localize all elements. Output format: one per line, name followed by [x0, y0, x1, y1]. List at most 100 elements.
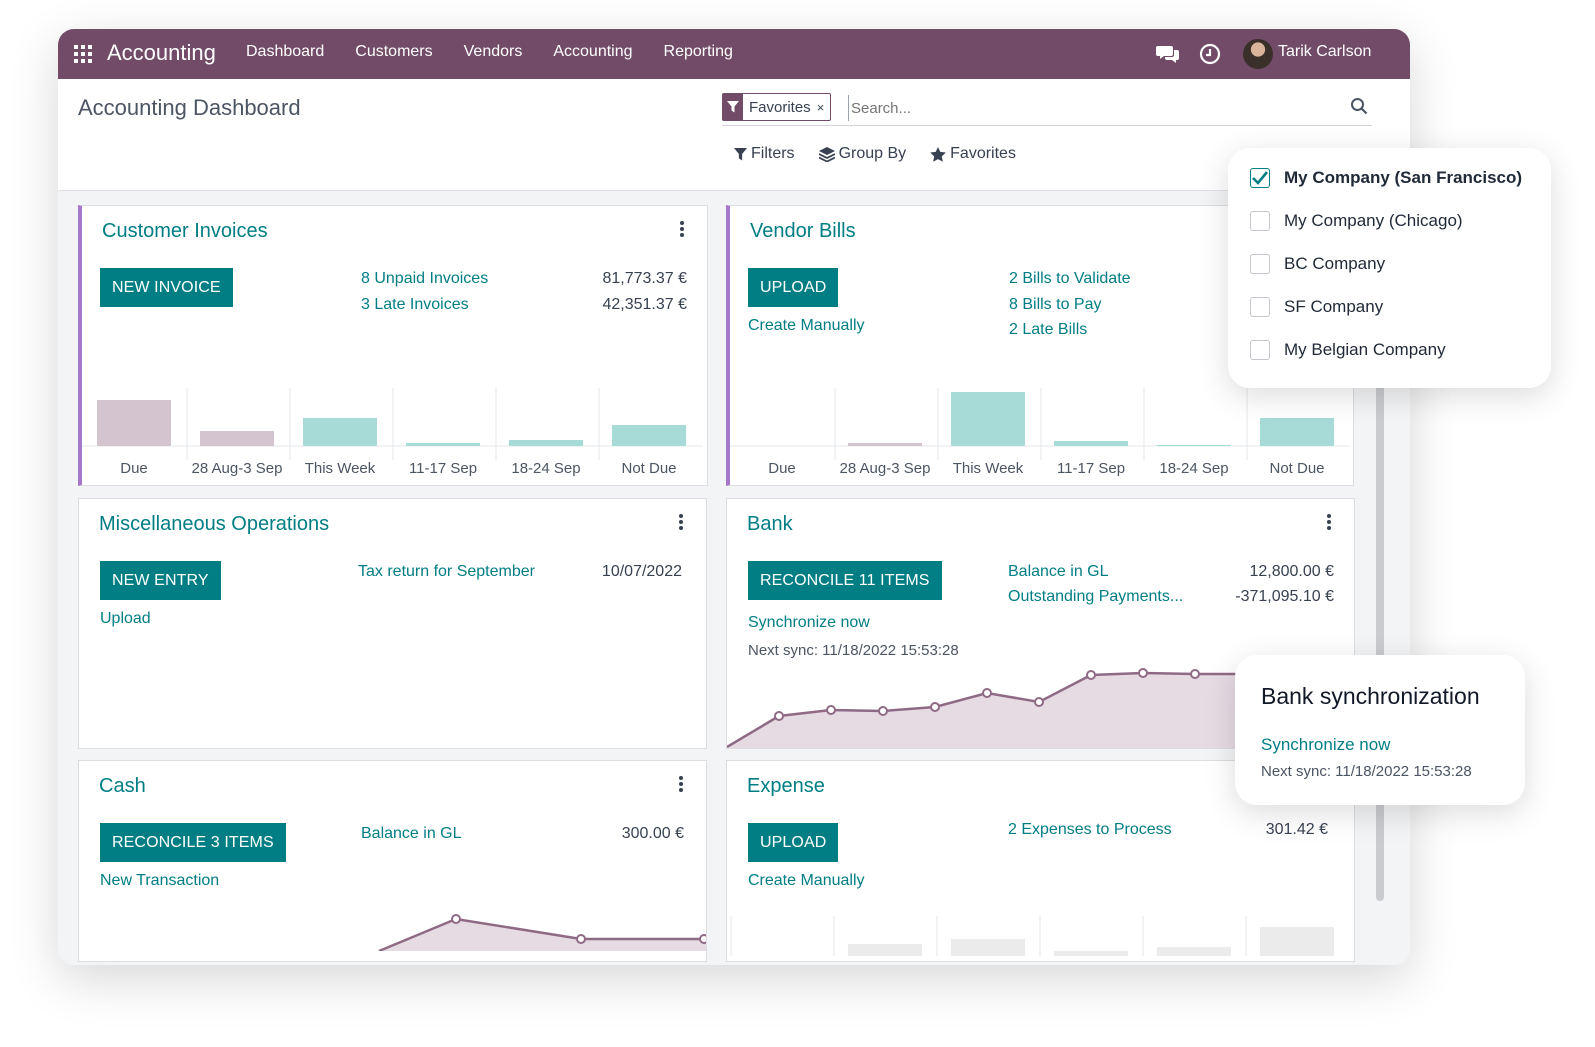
chart-point[interactable]	[774, 711, 784, 721]
company-option[interactable]: SF Company	[1250, 297, 1383, 317]
clock-icon[interactable]	[1199, 43, 1221, 65]
chart-point[interactable]	[1190, 669, 1200, 679]
filters-button[interactable]: Filters	[734, 145, 795, 163]
popover-title: Bank synchronization	[1261, 683, 1480, 709]
reconcile-bank-button[interactable]: RECONCILE 11 ITEMS	[748, 561, 942, 600]
checkbox-checked[interactable]	[1250, 168, 1270, 188]
favorites-button[interactable]: Favorites	[930, 145, 1016, 163]
avatar[interactable]	[1243, 39, 1273, 69]
chart-bar-18-24-sep[interactable]	[1157, 445, 1231, 446]
chart-bar-28aug-3sep[interactable]	[200, 431, 274, 446]
checkbox[interactable]	[1250, 297, 1270, 317]
menu-item-accounting[interactable]: Accounting	[553, 43, 633, 60]
outstanding-payments-link[interactable]: Outstanding Payments...	[1008, 588, 1184, 605]
scrollbar[interactable]	[1376, 381, 1384, 901]
company-option[interactable]: My Belgian Company	[1250, 340, 1446, 360]
chart-bar-11-17-sep[interactable]	[1054, 441, 1128, 446]
chart-bar-not-due[interactable]	[612, 425, 686, 446]
checkbox[interactable]	[1250, 254, 1270, 274]
balance-in-gl-link[interactable]: Balance in GL	[1008, 563, 1109, 580]
tax-return-link[interactable]: Tax return for September	[358, 563, 535, 580]
bank-sync-popover: Bank synchronization Synchronize now Nex…	[1235, 655, 1525, 805]
chart-point[interactable]	[930, 702, 940, 712]
bills-to-pay-link[interactable]: 8 Bills to Pay	[1009, 296, 1102, 313]
company-name: My Belgian Company	[1284, 340, 1446, 359]
chart-point[interactable]	[1138, 668, 1148, 678]
card-title[interactable]: Miscellaneous Operations	[99, 513, 330, 535]
expenses-to-process-link[interactable]: 2 Expenses to Process	[1008, 821, 1172, 838]
app-grid-icon[interactable]	[74, 45, 92, 63]
facet-remove-button[interactable]: ×	[816, 99, 825, 115]
card-menu-icon[interactable]	[679, 776, 683, 792]
menu-item-vendors[interactable]: Vendors	[463, 43, 523, 60]
card-title[interactable]: Expense	[747, 775, 825, 797]
company-option[interactable]: My Company (San Francisco)	[1250, 168, 1522, 188]
page-title: Accounting Dashboard	[78, 95, 301, 120]
chart-bar-18-24-sep[interactable]	[509, 440, 583, 446]
chart-bar-due[interactable]	[97, 400, 171, 446]
checkbox[interactable]	[1250, 211, 1270, 231]
chart-bar-11-17-sep[interactable]	[406, 443, 480, 446]
chart-bar[interactable]	[951, 939, 1025, 956]
card-title[interactable]: Cash	[99, 775, 146, 797]
group-by-button[interactable]: Group By	[818, 145, 906, 163]
upload-expense-button[interactable]: UPLOAD	[748, 823, 839, 862]
late-invoices-amount: 42,351.37 €	[602, 296, 687, 313]
search-icon[interactable]	[1350, 97, 1368, 115]
company-option[interactable]: BC Company	[1250, 254, 1385, 274]
bills-to-validate-link[interactable]: 2 Bills to Validate	[1009, 270, 1131, 287]
card-menu-icon[interactable]	[1327, 514, 1331, 530]
new-invoice-button[interactable]: NEW INVOICE	[100, 268, 233, 307]
chart-point[interactable]	[982, 688, 992, 698]
chart-bar[interactable]	[1260, 927, 1334, 956]
next-sync-text: Next sync: 11/18/2022 15:53:28	[1261, 763, 1472, 780]
late-bills-link[interactable]: 2 Late Bills	[1009, 321, 1088, 338]
new-transaction-link[interactable]: New Transaction	[100, 872, 220, 889]
card-menu-icon[interactable]	[680, 221, 684, 237]
search-input[interactable]	[848, 95, 1313, 121]
late-invoices-link[interactable]: 3 Late Invoices	[361, 296, 469, 313]
company-name: My Company (San Francisco)	[1284, 168, 1523, 187]
chart-bar[interactable]	[848, 944, 922, 956]
create-manually-link[interactable]: Create Manually	[748, 872, 865, 889]
upload-bill-button[interactable]: UPLOAD	[748, 268, 839, 307]
reconcile-cash-button[interactable]: RECONCILE 3 ITEMS	[100, 823, 286, 862]
chart-point[interactable]	[1086, 670, 1096, 680]
chart-tick-label: 11-17 Sep	[1057, 460, 1125, 477]
chart-point[interactable]	[826, 705, 836, 715]
company-name: My Company (Chicago)	[1284, 211, 1463, 230]
chart-point[interactable]	[699, 934, 706, 944]
synchronize-now-link[interactable]: Synchronize now	[1261, 735, 1391, 754]
balance-in-gl-amount: 12,800.00 €	[1249, 563, 1334, 580]
menu-item-dashboard[interactable]: Dashboard	[246, 43, 325, 60]
chart-bar-this-week[interactable]	[303, 418, 377, 446]
chart-point[interactable]	[1034, 697, 1044, 707]
chart-bar-28aug-3sep[interactable]	[848, 443, 922, 446]
aged-payables-chart: Due 28 Aug-3 Sep This Week 11-17 Sep 18-…	[730, 388, 1349, 477]
menu-item-reporting[interactable]: Reporting	[663, 43, 733, 60]
card-menu-icon[interactable]	[679, 514, 683, 530]
new-entry-button[interactable]: NEW ENTRY	[100, 561, 221, 600]
company-option[interactable]: My Company (Chicago)	[1250, 211, 1463, 231]
chart-tick-label: Due	[768, 460, 796, 477]
card-title[interactable]: Customer Invoices	[102, 220, 268, 242]
chart-bar[interactable]	[1157, 947, 1231, 956]
chart-point[interactable]	[878, 706, 888, 716]
menu-item-customers[interactable]: Customers	[355, 43, 433, 60]
card-title[interactable]: Vendor Bills	[750, 220, 856, 242]
chart-bar[interactable]	[1054, 951, 1128, 956]
unpaid-invoices-link[interactable]: 8 Unpaid Invoices	[361, 270, 489, 287]
chart-bar-this-week[interactable]	[951, 392, 1025, 446]
user-name[interactable]: Tarik Carlson	[1278, 43, 1372, 60]
upload-link[interactable]: Upload	[100, 610, 151, 627]
synchronize-now-link[interactable]: Synchronize now	[748, 614, 870, 631]
balance-in-gl-link[interactable]: Balance in GL	[361, 825, 462, 842]
card-title[interactable]: Bank	[747, 513, 793, 535]
create-manually-link[interactable]: Create Manually	[748, 317, 865, 334]
checkbox[interactable]	[1250, 340, 1270, 360]
check-icon	[1252, 171, 1268, 185]
chart-point[interactable]	[576, 934, 586, 944]
chart-point[interactable]	[451, 914, 461, 924]
chat-icon[interactable]	[1156, 43, 1180, 65]
chart-bar-not-due[interactable]	[1260, 418, 1334, 446]
